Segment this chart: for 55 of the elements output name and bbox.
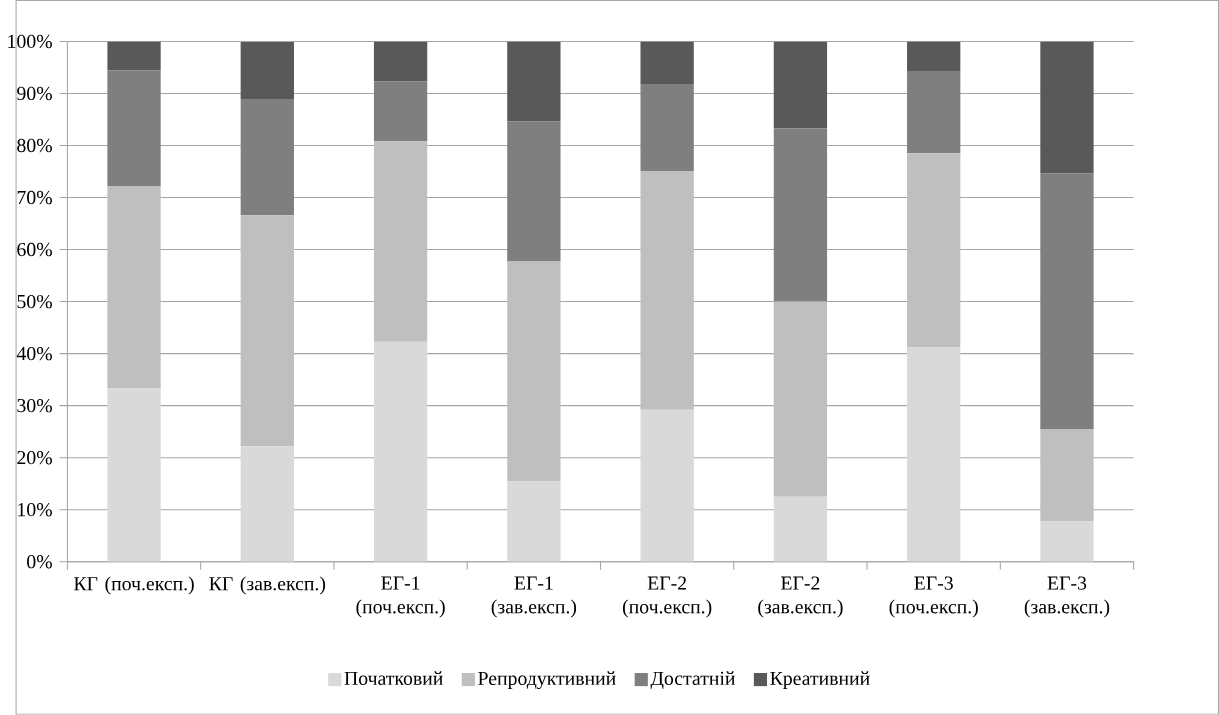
bar: [640, 409, 694, 562]
x-tick-label: ЕГ-3 (зав.експ.): [1024, 576, 1110, 618]
x-tick-label: ЕГ-2 (зав.експ.): [758, 576, 843, 618]
y-tick-label: 40%: [16, 347, 52, 361]
bar: [240, 99, 294, 216]
bar: [507, 121, 561, 262]
bar: [240, 42, 294, 100]
bar: [1040, 429, 1094, 522]
legend-label: Репродуктивний: [478, 671, 616, 690]
bar: [907, 347, 961, 562]
y-tick-label: 80%: [17, 138, 52, 153]
y-tick-label: 70%: [17, 190, 52, 205]
bar: [107, 41, 161, 71]
x-tick-label: ЕГ-1 (зав.експ.): [491, 576, 577, 618]
x-tick-label: ЕГ-3 (поч.експ.): [889, 576, 978, 618]
bar: [107, 70, 161, 187]
bar: [507, 41, 561, 122]
bar: [1040, 521, 1094, 562]
bar: [640, 84, 694, 172]
y-tick-label: 30%: [17, 399, 52, 413]
bar: [907, 153, 961, 348]
y-tick-label: 50%: [17, 295, 52, 309]
bar: [907, 41, 961, 72]
bar: [773, 301, 828, 497]
bar: [773, 496, 828, 562]
legend-label: Креативний: [770, 671, 870, 690]
bar: [773, 128, 828, 302]
bar: [107, 388, 161, 562]
legend-label: Початковий: [344, 671, 443, 686]
bar: [240, 215, 294, 447]
bar: [1040, 41, 1094, 174]
y-tick-label: 60%: [17, 243, 52, 257]
y-tick-label: 20%: [17, 451, 52, 465]
bar: [240, 446, 294, 562]
bar: [373, 341, 428, 562]
bar: [640, 41, 694, 85]
bar: [1040, 173, 1094, 430]
bar: [507, 481, 561, 562]
bar: [107, 186, 161, 389]
bar: [640, 171, 694, 410]
y-tick-label: 100%: [8, 34, 52, 49]
y-tick-label: 10%: [18, 503, 52, 517]
x-tick-label: ЕГ-1 (поч.експ.): [356, 576, 445, 618]
x-tick-label: ЕГ-2 (поч.експ.): [622, 576, 712, 618]
x-tick-label: КГ (зав.експ.): [209, 576, 326, 595]
bar: [373, 141, 428, 342]
bar: [773, 41, 828, 129]
x-tick-label: КГ (поч.експ.): [73, 576, 194, 595]
y-tick-label: 90%: [17, 86, 52, 101]
bar: [373, 41, 428, 82]
legend-label: Достатній: [650, 671, 735, 690]
y-tick-label: 0%: [27, 555, 52, 569]
bar: [507, 261, 561, 482]
bar: [373, 81, 428, 142]
bar: [907, 71, 961, 154]
